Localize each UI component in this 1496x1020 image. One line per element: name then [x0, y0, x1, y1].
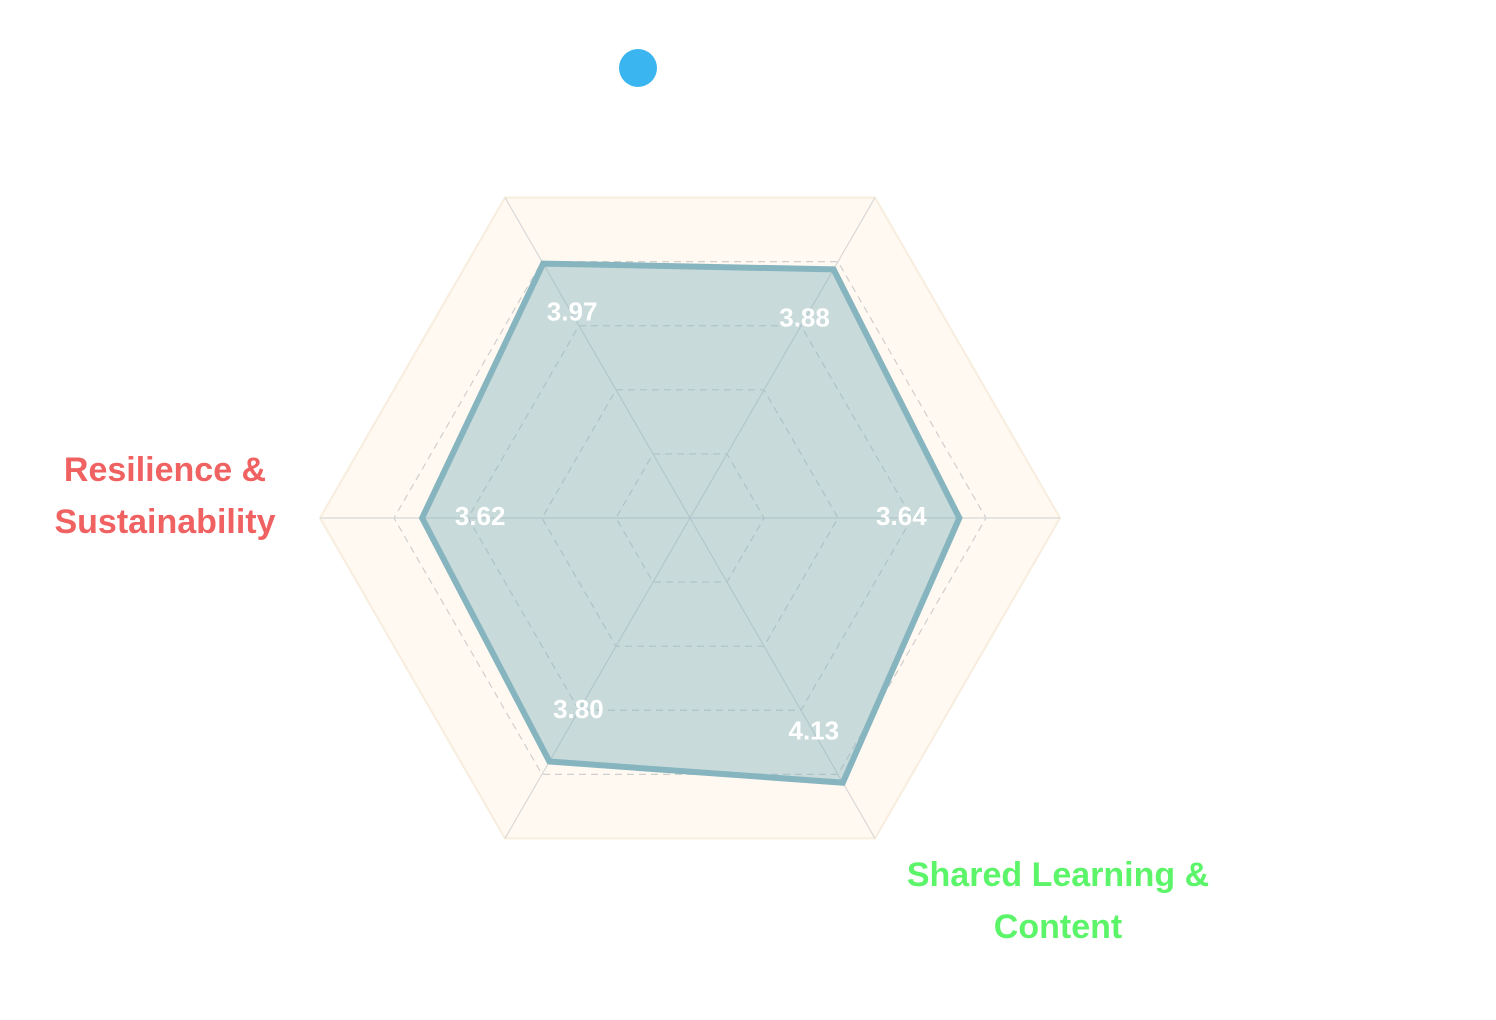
axis-spoke: [689, 197, 876, 519]
axis-spoke: [504, 517, 691, 839]
value-label: 3.62: [455, 501, 506, 531]
value-label: 3.64: [876, 501, 927, 531]
value-label: 3.80: [553, 694, 604, 724]
value-label: 4.13: [789, 715, 840, 745]
value-label: 3.88: [779, 302, 830, 332]
value-label: 3.97: [547, 297, 598, 327]
radar-area: [418, 260, 963, 786]
axis-label: Resilience & Sustainability: [54, 451, 276, 541]
legend-marker: [619, 49, 657, 87]
axis-spoke: [504, 197, 691, 519]
axis-label: Shared Learning & Content: [906, 856, 1210, 946]
